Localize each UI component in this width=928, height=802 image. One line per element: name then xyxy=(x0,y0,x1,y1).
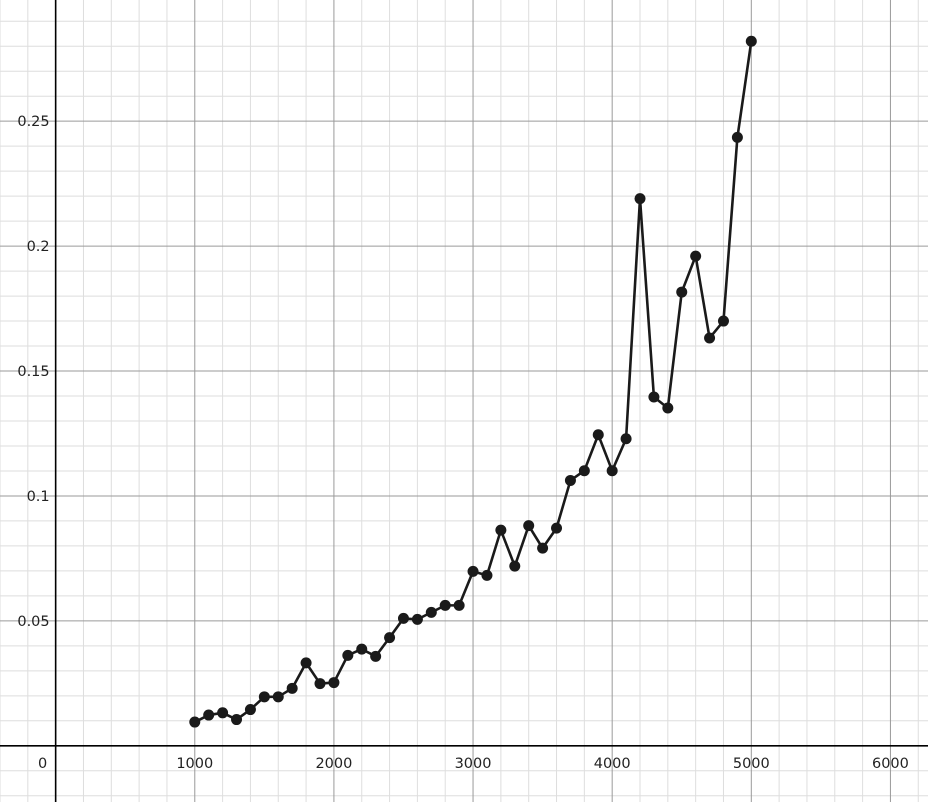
y-tick-label: 0.25 xyxy=(17,114,49,130)
data-point xyxy=(634,193,646,205)
data-series xyxy=(189,35,757,728)
x-tick-label: 4000 xyxy=(594,756,631,772)
data-point xyxy=(453,599,465,611)
data-point xyxy=(551,522,563,534)
x-tick-label: 6000 xyxy=(872,756,909,772)
data-point xyxy=(662,402,674,414)
data-point xyxy=(606,465,618,477)
x-tick-label: 1000 xyxy=(176,756,213,772)
data-point xyxy=(314,678,326,690)
x-tick-label: 0 xyxy=(38,756,47,772)
data-point xyxy=(425,606,437,618)
data-point xyxy=(537,542,549,554)
data-point xyxy=(648,391,660,403)
data-point xyxy=(342,649,354,661)
data-point xyxy=(272,691,284,703)
data-point xyxy=(731,131,743,143)
data-point xyxy=(578,465,590,477)
data-point xyxy=(203,709,215,721)
data-point xyxy=(620,433,632,445)
data-point xyxy=(439,599,451,611)
data-point xyxy=(690,250,702,262)
data-point xyxy=(495,524,507,536)
data-point xyxy=(328,677,340,689)
data-point xyxy=(411,613,423,625)
x-tick-label: 3000 xyxy=(455,756,492,772)
data-point xyxy=(397,612,409,624)
y-tick-labels: 0.05 0.1 0.15 0.2 0.25 xyxy=(17,114,49,630)
data-point xyxy=(467,565,479,577)
data-point xyxy=(384,632,396,644)
y-tick-label: 0.1 xyxy=(27,489,50,505)
data-point xyxy=(356,643,368,655)
data-point xyxy=(300,657,312,669)
data-point xyxy=(481,569,493,581)
y-tick-label: 0.2 xyxy=(27,239,50,255)
data-point xyxy=(189,716,201,728)
y-tick-label: 0.15 xyxy=(17,364,49,380)
data-point xyxy=(523,520,535,532)
data-point xyxy=(564,474,576,486)
data-point xyxy=(370,650,382,662)
data-point xyxy=(676,286,688,298)
x-tick-labels: 0 1000 2000 3000 4000 5000 6000 xyxy=(38,756,909,772)
data-point xyxy=(231,714,243,726)
data-point xyxy=(217,707,229,719)
data-point xyxy=(509,560,521,572)
data-point xyxy=(286,682,298,694)
data-point xyxy=(258,691,270,703)
data-point xyxy=(717,315,729,327)
data-point xyxy=(592,429,604,441)
y-tick-label: 0.05 xyxy=(17,614,49,630)
data-point xyxy=(745,35,757,47)
x-tick-label: 5000 xyxy=(733,756,770,772)
x-tick-label: 2000 xyxy=(315,756,352,772)
data-point xyxy=(704,332,716,344)
data-point xyxy=(244,704,256,716)
